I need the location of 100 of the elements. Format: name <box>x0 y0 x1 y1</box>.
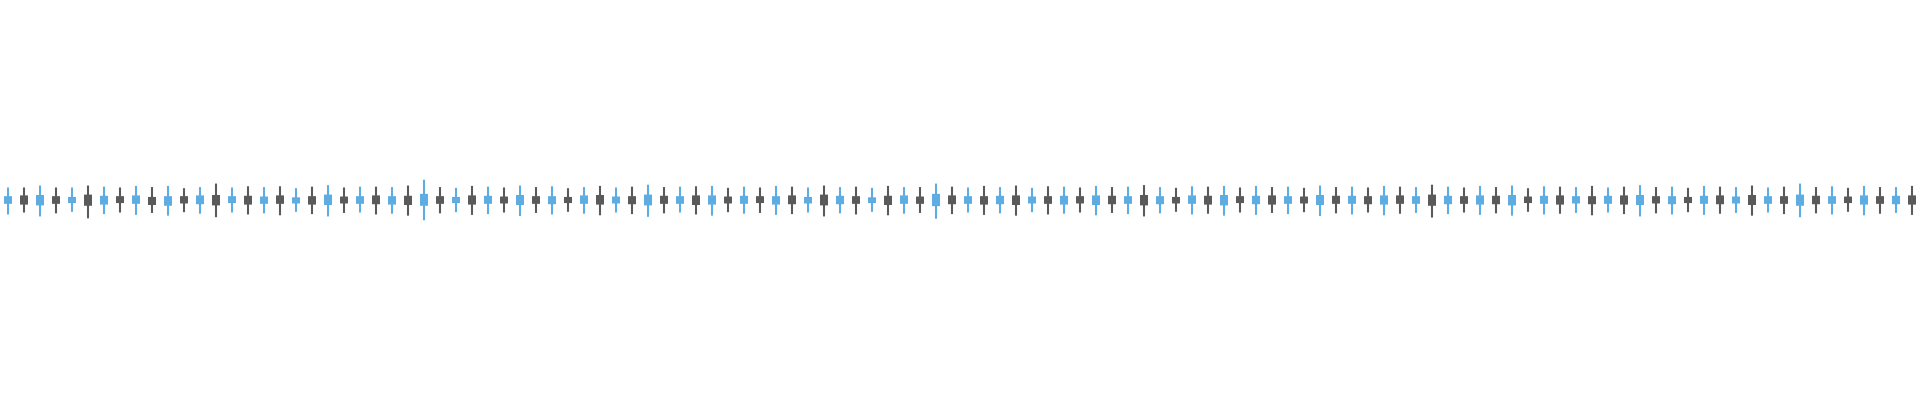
candlestick <box>1156 187 1164 214</box>
candlestick <box>980 185 988 215</box>
candlestick <box>1316 185 1324 217</box>
candlestick <box>100 186 108 215</box>
candlestick <box>404 185 412 216</box>
candlestick <box>1348 186 1356 215</box>
candlestick <box>1748 185 1756 216</box>
candlestick <box>788 186 796 215</box>
candlestick <box>1380 185 1388 216</box>
candlestick <box>1876 187 1884 214</box>
candlestick <box>1476 185 1484 215</box>
candlestick <box>212 183 220 218</box>
candlestick <box>36 185 44 217</box>
candlestick <box>388 187 396 214</box>
candlestick <box>868 187 876 212</box>
candlestick <box>1364 187 1372 213</box>
candlestick <box>1844 187 1852 212</box>
candlestick <box>1492 187 1500 214</box>
candlestick <box>692 186 700 215</box>
candlestick <box>1796 183 1804 218</box>
candlestick <box>1172 187 1180 212</box>
candlestick <box>1012 185 1020 216</box>
candlestick <box>932 183 940 219</box>
candlestick <box>1204 186 1212 214</box>
candlestick <box>628 186 636 215</box>
candlestick <box>1860 185 1868 216</box>
candlestick <box>884 185 892 216</box>
candlestick <box>1060 186 1068 214</box>
candlestick <box>468 185 476 215</box>
candlestick <box>1284 186 1292 215</box>
candlestick <box>292 188 300 212</box>
candlestick <box>916 187 924 213</box>
candlestick <box>1604 187 1612 213</box>
candlestick <box>116 187 124 213</box>
candlestick <box>1332 187 1340 214</box>
candlestick <box>1684 187 1692 213</box>
candlestick <box>132 185 140 215</box>
candlestick <box>4 187 12 215</box>
candlestick <box>1508 185 1516 216</box>
candlestick <box>660 187 668 214</box>
candlestick <box>948 186 956 215</box>
candlestick <box>1252 185 1260 215</box>
candlestick <box>1652 187 1660 214</box>
candlestick <box>372 186 380 215</box>
candlestick <box>356 186 364 213</box>
candlestick <box>1188 186 1196 215</box>
candlestick <box>84 185 92 219</box>
candlestick <box>548 186 556 215</box>
candlestick <box>580 187 588 214</box>
candlestick <box>260 187 268 214</box>
candlestick <box>180 188 188 213</box>
candlestick <box>68 187 76 212</box>
candlestick <box>420 179 428 221</box>
candlestick <box>1092 185 1100 216</box>
candlestick <box>1220 185 1228 216</box>
candlestick <box>436 187 444 214</box>
candlestick <box>1556 186 1564 214</box>
candlestick <box>1396 186 1404 214</box>
candlestick <box>1780 186 1788 215</box>
candlestick <box>244 186 252 215</box>
candlestick <box>1076 187 1084 213</box>
candlestick <box>772 185 780 215</box>
candlestick <box>148 187 156 213</box>
candlestick <box>596 185 604 216</box>
candlestick <box>1428 184 1436 218</box>
candlestick <box>1716 186 1724 214</box>
candlestick <box>1540 186 1548 215</box>
candlestick <box>708 185 716 216</box>
candlestick <box>1668 186 1676 215</box>
candlestick <box>452 187 460 213</box>
candlestick <box>1764 187 1772 213</box>
candlestick <box>836 187 844 214</box>
candlestick <box>276 186 284 216</box>
candlestick <box>1908 185 1916 215</box>
candlestick <box>1812 187 1820 214</box>
candlestick <box>1460 187 1468 213</box>
candlestick <box>1620 186 1628 215</box>
candlestick <box>52 187 60 214</box>
candlestick <box>676 186 684 213</box>
candlestick <box>1044 186 1052 215</box>
candlestick <box>1140 185 1148 217</box>
candlestick <box>1124 186 1132 215</box>
candlestick <box>164 185 172 216</box>
candlestick <box>1700 185 1708 215</box>
candlestick <box>228 187 236 213</box>
candlestick <box>564 188 572 212</box>
candlestick <box>1828 186 1836 215</box>
candlestick <box>740 186 748 214</box>
candlestick <box>20 187 28 213</box>
candlestick <box>1588 185 1596 216</box>
candlestick <box>1572 187 1580 213</box>
candlestick <box>324 185 332 217</box>
candlestick <box>820 185 828 217</box>
candlestick <box>196 187 204 214</box>
candlestick <box>996 187 1004 214</box>
candlestick <box>756 187 764 213</box>
candlestick <box>1412 187 1420 213</box>
candlestick <box>852 186 860 215</box>
candlestick <box>1444 186 1452 215</box>
candlestick <box>644 184 652 217</box>
